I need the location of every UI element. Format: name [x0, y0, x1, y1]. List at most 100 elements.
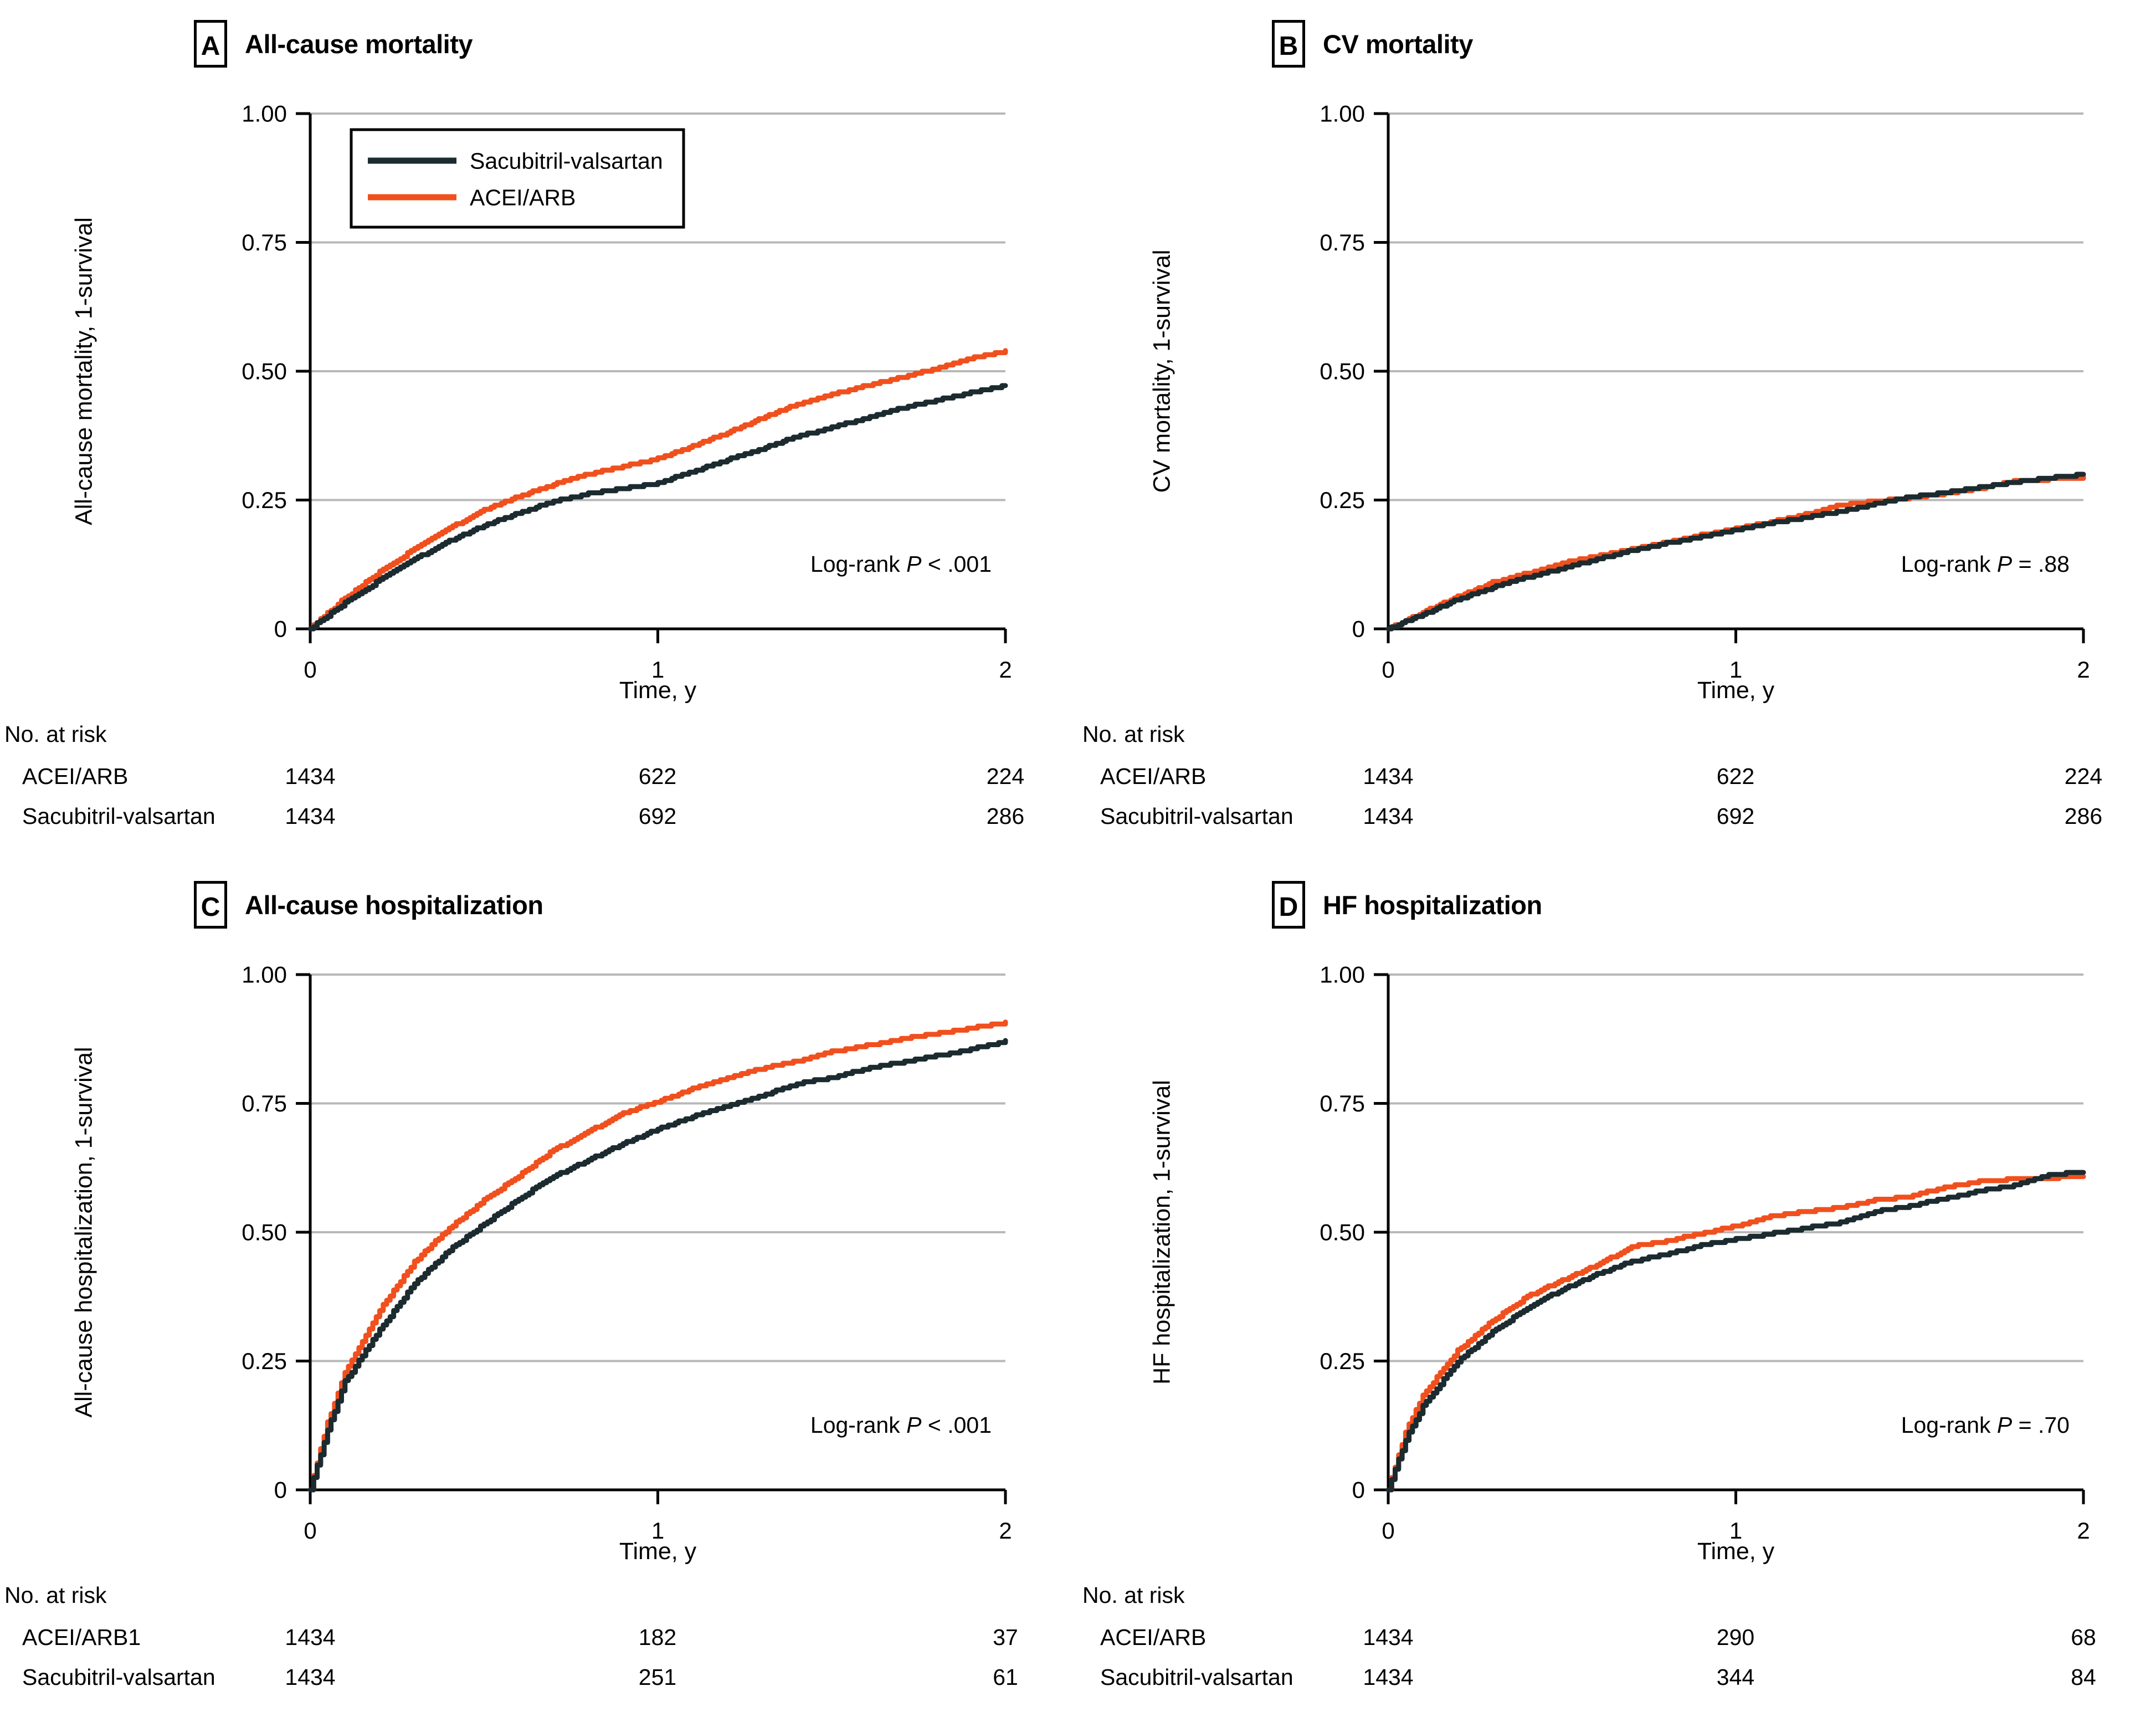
x-tick-label: 0	[1382, 657, 1394, 683]
y-tick-label: 0	[274, 616, 287, 642]
x-tick-label: 1	[1729, 657, 1742, 683]
y-tick-label: 0.25	[1320, 1348, 1365, 1374]
y-tick-label: 0.75	[242, 229, 287, 255]
y-tick-label: 0	[1352, 1477, 1365, 1503]
at-risk-header: No. at risk	[4, 1582, 107, 1608]
y-axis-label: CV mortality, 1-survival	[1148, 249, 1175, 493]
y-tick-label: 0.25	[242, 487, 287, 513]
at-risk-value: 224	[2064, 763, 2103, 789]
panel-a: 1.00 0.75 0.50 0.25 0 0 1 2 Log-rank P < .001 Sac…	[0, 0, 1078, 861]
panel-d: 1.00 0.75 0.50 0.25 0 0 1 2 Log-rank P = .70 D H…	[1078, 861, 2156, 1722]
at-risk-value: 1434	[1363, 1624, 1414, 1650]
x-axis-label: Time, y	[1697, 677, 1775, 704]
curve-acei-arb	[1385, 1174, 2086, 1493]
panel-c-badge: C	[194, 881, 227, 929]
at-risk-row-label: Sacubitril-valsartan	[22, 1664, 215, 1690]
legend-box	[350, 128, 685, 229]
panel-c-header: C All-cause hospitalization	[194, 881, 543, 929]
x-tick-label: 0	[1382, 1518, 1394, 1544]
y-axis-label: All-cause mortality, 1-survival	[70, 217, 97, 525]
km-chart-all-cause-mortality: 1.00 0.75 0.50 0.25 00 1 2 Log-rank P < .001 Sac…	[242, 101, 1012, 683]
at-risk-value: 286	[986, 803, 1025, 829]
x-tick-label: 0	[304, 657, 316, 683]
at-risk-row-label: Sacubitril-valsartan	[1100, 803, 1293, 829]
at-risk-value: 344	[1716, 1664, 1755, 1690]
y-tick-label: 0.50	[242, 358, 287, 385]
panel-a-header: A All-cause mortality	[194, 20, 473, 68]
y-tick-label: 0.75	[242, 1090, 287, 1116]
x-tick-label: 2	[2077, 657, 2090, 683]
at-risk-value: 286	[2064, 803, 2103, 829]
at-risk-value: 68	[2071, 1624, 2096, 1650]
panel-a-title: All-cause mortality	[245, 29, 473, 59]
at-risk-header: No. at risk	[4, 721, 107, 747]
at-risk-value: 1434	[1363, 1664, 1414, 1690]
panel-d-badge: D	[1272, 881, 1305, 929]
y-axis-label: All-cause hospitalization, 1-survival	[70, 1047, 97, 1418]
x-tick-label: 2	[999, 1518, 1012, 1544]
at-risk-value: 1434	[285, 1664, 336, 1690]
at-risk-value: 37	[993, 1624, 1018, 1650]
at-risk-row-label: Sacubitril-valsartan	[1100, 1664, 1293, 1690]
at-risk-value: 61	[993, 1664, 1018, 1690]
at-risk-value: 692	[638, 803, 677, 829]
x-tick-label: 1	[651, 657, 664, 683]
y-tick-label: 1.00	[242, 962, 287, 988]
log-rank-text: Log-rank P < .001	[810, 551, 992, 577]
at-risk-value: 251	[638, 1664, 677, 1690]
y-tick-label: 0.50	[1320, 1219, 1365, 1246]
panel-d-title: HF hospitalization	[1323, 890, 1542, 920]
curve-sacubitril-valsartan	[1385, 472, 2086, 632]
y-axis-label: HF hospitalization, 1-survival	[1148, 1080, 1175, 1385]
x-axis-label: Time, y	[619, 677, 697, 704]
y-tick-label: 0.25	[242, 1348, 287, 1374]
x-tick-label: 1	[651, 1518, 664, 1544]
curve-acei-arb	[307, 1019, 1008, 1493]
at-risk-value: 224	[986, 763, 1025, 789]
at-risk-row-label: ACEI/ARB	[1100, 763, 1207, 789]
at-risk-value: 1434	[285, 803, 336, 829]
panel-b-header: B CV mortality	[1272, 20, 1473, 68]
at-risk-row-label: ACEI/ARB	[22, 763, 129, 789]
curve-acei-arb	[307, 348, 1008, 632]
at-risk-value: 1434	[285, 763, 336, 789]
log-rank-text: Log-rank P < .001	[810, 1412, 992, 1438]
at-risk-row-label: Sacubitril-valsartan	[22, 803, 215, 829]
y-tick-label: 0.75	[1320, 229, 1365, 255]
km-chart-cv-mortality: 1.00 0.75 0.50 0.25 00 1 2 Log-rank P = .88	[1320, 101, 2090, 683]
panel-b: 1.00 0.75 0.50 0.25 0 0 1 2 Log-rank P = .88 B C…	[1078, 0, 2156, 861]
x-axis-label: Time, y	[1697, 1538, 1775, 1565]
y-tick-label: 1.00	[242, 101, 287, 127]
x-axis-label: Time, y	[619, 1538, 697, 1565]
at-risk-value: 622	[638, 763, 677, 789]
log-rank-text: Log-rank P = .70	[1901, 1412, 2070, 1438]
y-tick-label: 0.50	[242, 1219, 287, 1246]
at-risk-value: 1434	[285, 1624, 336, 1650]
x-tick-label: 2	[999, 657, 1012, 683]
curve-sacubitril-valsartan	[307, 1038, 1008, 1493]
legend-label: Sacubitril-valsartan	[470, 148, 663, 173]
at-risk-value: 1434	[1363, 803, 1414, 829]
at-risk-header: No. at risk	[1082, 721, 1185, 747]
at-risk-row-label: ACEI/ARB	[1100, 1624, 1207, 1650]
at-risk-header: No. at risk	[1082, 1582, 1185, 1608]
at-risk-value: 182	[638, 1624, 677, 1650]
curve-sacubitril-valsartan	[1385, 1170, 2086, 1493]
km-chart-hf-hospitalization: 1.00 0.75 0.50 0.25 00 1 2 Log-rank P = .70	[1320, 962, 2090, 1544]
x-tick-label: 0	[304, 1518, 316, 1544]
at-risk-value: 1434	[1363, 763, 1414, 789]
at-risk-value: 290	[1716, 1624, 1755, 1650]
y-tick-label: 0.50	[1320, 358, 1365, 385]
y-tick-label: 0.25	[1320, 487, 1365, 513]
y-tick-label: 0.75	[1320, 1090, 1365, 1116]
x-tick-label: 1	[1729, 1518, 1742, 1544]
x-tick-label: 2	[2077, 1518, 2090, 1544]
at-risk-value: 692	[1716, 803, 1755, 829]
at-risk-value: 622	[1716, 763, 1755, 789]
km-chart-all-cause-hospitalization: 1.00 0.75 0.50 0.25 00 1 2 Log-rank P < .001	[242, 962, 1012, 1544]
panel-d-header: D HF hospitalization	[1272, 881, 1542, 929]
curve-sacubitril-valsartan	[307, 383, 1008, 632]
panel-c-title: All-cause hospitalization	[245, 890, 543, 920]
y-tick-label: 0	[1352, 616, 1365, 642]
